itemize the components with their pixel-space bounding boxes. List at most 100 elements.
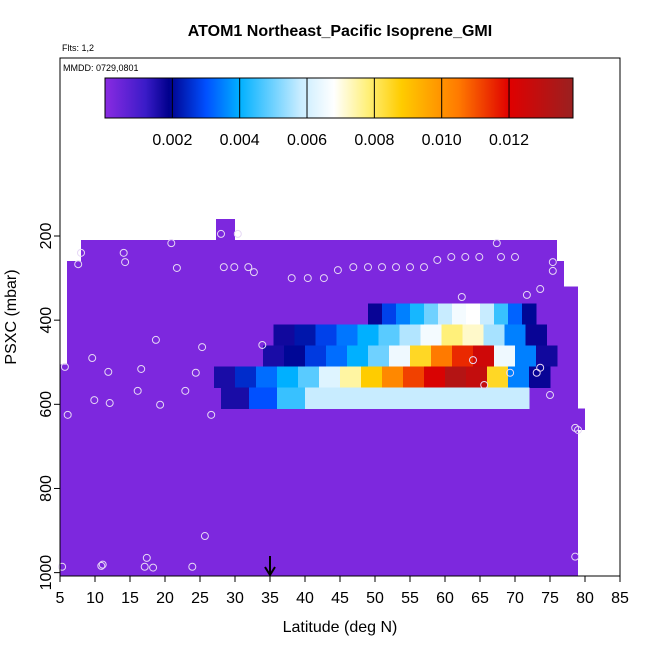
cell	[466, 366, 488, 388]
background-cell	[60, 408, 578, 577]
cell	[368, 345, 390, 367]
cell	[277, 366, 299, 388]
x-tick-label: 10	[86, 590, 104, 607]
background-cell	[67, 261, 81, 410]
sample-point	[461, 253, 470, 262]
colorbar-tick-label: 0.006	[287, 132, 327, 149]
sample-point	[249, 268, 258, 277]
sample-point	[420, 263, 428, 272]
sample-point	[492, 239, 501, 248]
cell	[473, 345, 495, 367]
sample-point	[511, 253, 519, 262]
cell	[536, 345, 558, 367]
cell	[214, 366, 236, 388]
cell	[378, 324, 400, 346]
x-tick-label: 35	[261, 590, 279, 607]
sample-point	[378, 263, 386, 272]
cell	[438, 303, 453, 325]
y-axis-label: PSXC (mbar)	[3, 269, 20, 364]
sample-point	[60, 362, 69, 371]
flights-label: Flts: 1,2	[62, 43, 94, 53]
sample-point	[97, 561, 106, 570]
x-tick-label: 5	[56, 590, 65, 607]
cell	[361, 387, 390, 409]
cell	[424, 303, 439, 325]
background-cell	[557, 261, 564, 410]
sample-point	[104, 367, 113, 376]
colorbar-tick-label: 0.012	[489, 132, 529, 149]
sample-point	[88, 354, 97, 363]
sample-point	[191, 368, 200, 377]
sample-point	[406, 263, 414, 272]
cell	[368, 303, 383, 325]
cell	[445, 366, 467, 388]
sample-point	[475, 253, 484, 262]
sample-point	[172, 263, 181, 272]
cell	[305, 345, 327, 367]
sample-point	[156, 400, 165, 409]
sample-point	[207, 410, 216, 419]
cell	[396, 303, 411, 325]
sample-point	[532, 368, 541, 377]
chart-title: ATOM1 Northeast_Pacific Isoprene_GMI	[188, 23, 492, 40]
sample-point	[392, 263, 400, 272]
cell	[522, 303, 537, 325]
sample-point	[233, 229, 242, 238]
cell	[452, 303, 467, 325]
sample-point	[140, 562, 149, 571]
cell	[263, 345, 285, 367]
cell	[452, 345, 474, 367]
sample-point	[142, 553, 151, 562]
sample-point	[74, 260, 83, 269]
dates-label: MMDD: 0729,0801	[63, 63, 139, 73]
sample-point	[303, 274, 312, 283]
sample-point	[548, 266, 557, 275]
x-tick-label: 15	[121, 590, 139, 607]
sample-point	[167, 239, 176, 248]
cell	[515, 345, 537, 367]
cell	[410, 345, 432, 367]
cell	[361, 366, 383, 388]
sample-point	[149, 563, 158, 572]
x-tick-label: 60	[436, 590, 454, 607]
cell	[424, 366, 446, 388]
y-tick-label: 1000	[38, 555, 55, 591]
cell	[294, 324, 316, 346]
cell	[336, 324, 358, 346]
sample-point	[522, 290, 531, 299]
cell	[333, 387, 362, 409]
y-tick-label: 800	[38, 475, 55, 502]
x-tick-label: 30	[226, 590, 244, 607]
sample-point	[200, 532, 209, 541]
cell	[298, 366, 320, 388]
x-axis-label: Latitude (deg N)	[283, 619, 398, 636]
sample-point	[433, 255, 442, 264]
sample-point	[133, 386, 142, 395]
cell	[326, 345, 348, 367]
sample-point	[506, 368, 515, 377]
cell	[382, 303, 397, 325]
sample-point	[447, 253, 456, 262]
cell	[431, 345, 453, 367]
background-cell	[564, 286, 578, 410]
x-tick-label: 50	[366, 590, 384, 607]
cell	[347, 345, 369, 367]
cell	[273, 324, 295, 346]
x-tick-label: 70	[506, 590, 524, 607]
y-tick-label: 400	[38, 307, 55, 334]
cell	[389, 387, 418, 409]
background-cell	[60, 364, 67, 410]
cell	[480, 303, 495, 325]
cell	[525, 324, 547, 346]
cell	[501, 387, 530, 409]
sample-point	[181, 386, 190, 395]
sample-point	[137, 364, 146, 373]
sample-point	[244, 263, 253, 272]
colorbar-tick-label: 0.002	[152, 132, 192, 149]
cell	[487, 366, 509, 388]
x-tick-label: 45	[331, 590, 349, 607]
cell	[529, 366, 551, 388]
sample-point	[497, 253, 505, 262]
cell	[494, 345, 516, 367]
x-tick-label: 20	[156, 590, 174, 607]
